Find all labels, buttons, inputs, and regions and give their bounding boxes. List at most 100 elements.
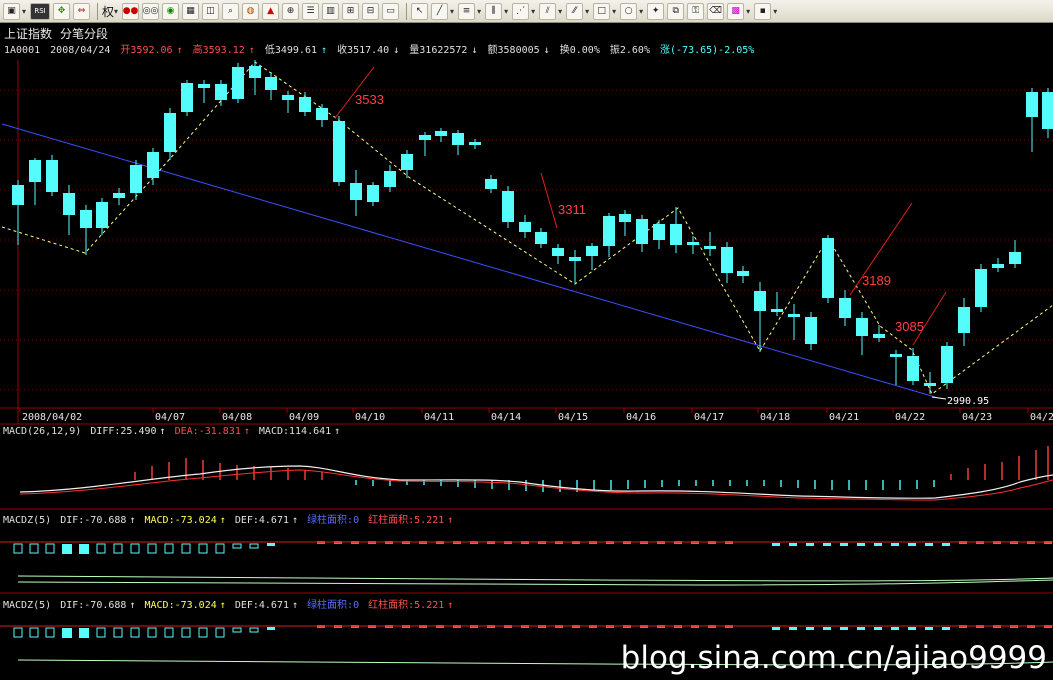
vertical-lines-icon[interactable]: ⫼ [485, 2, 503, 20]
lock-icon[interactable]: ⚿ [687, 2, 705, 20]
chevron-down-icon[interactable]: ▾ [450, 6, 455, 16]
window-plus-icon[interactable]: ⊞ [342, 2, 360, 20]
chevron-down-icon[interactable]: ▾ [114, 6, 119, 16]
up-arrow-icon: ↑ [321, 45, 328, 56]
chevron-down-icon[interactable]: ▾ [585, 6, 590, 16]
macdz-bar [772, 543, 780, 546]
chevron-down-icon[interactable]: ▾ [531, 6, 536, 16]
weight-icon[interactable]: ●● [122, 2, 140, 20]
candle-body [46, 160, 58, 192]
x-tick-label: 04/15 [558, 412, 588, 423]
x-tick-label: 04/23 [962, 412, 992, 423]
candle-body [419, 135, 431, 140]
search-doc-icon[interactable]: ⌕ [222, 2, 240, 20]
candlesticks [12, 60, 1053, 394]
macdz-bar [925, 627, 933, 630]
chevron-down-icon[interactable]: ▾ [504, 6, 509, 16]
chevron-down-icon[interactable]: ▾ [612, 6, 617, 16]
macdz1-line-2 [17, 579, 1053, 586]
down-arrow-icon: ↓ [393, 45, 400, 56]
parallel-icon[interactable]: ⁄⁄ [566, 2, 584, 20]
macd-diff-line [19, 465, 1053, 499]
x-tick-label: 04/22 [895, 412, 925, 423]
chevron-down-icon[interactable]: ▾ [746, 6, 751, 16]
up-arrow-icon: ↑ [447, 600, 454, 611]
macdz-bar [806, 543, 814, 546]
rsi-icon[interactable]: RSI [30, 2, 51, 20]
up-arrow-icon: ↑ [129, 515, 136, 526]
label-low: 2990.95 [947, 396, 989, 407]
candle-body [96, 202, 108, 228]
exchange-icon[interactable]: ⇔ [73, 2, 91, 20]
macdz-bar [249, 627, 259, 633]
box-icon[interactable]: ◫ [202, 2, 220, 20]
copy-icon[interactable]: ⧉ [667, 2, 685, 20]
candle-body [215, 84, 227, 100]
quote-line: 1A0001 2008/04/24 开3592.06 ↑ 高3593.12 ↑ 低3… [4, 41, 758, 56]
glasses-icon[interactable]: ◎◎ [142, 2, 160, 20]
palette-icon[interactable]: ▩ [727, 2, 745, 20]
candle-body [502, 191, 514, 222]
macdz-bar [79, 544, 89, 554]
x-tick-label: 04/09 [289, 412, 319, 423]
save-icon[interactable]: ▪ [754, 2, 772, 20]
macdz1-green-area: 绿柱面积:0 [307, 515, 360, 526]
annotation-lines [334, 66, 947, 346]
monitor-icon[interactable]: ▭ [382, 2, 400, 20]
quan-button[interactable]: 权 [102, 4, 115, 19]
macdz-bar [29, 627, 39, 638]
quote-turnover: 换0.00% [559, 45, 600, 56]
x-tick-label: 04/17 [694, 412, 724, 423]
folder-icon[interactable]: ▣ [3, 2, 20, 20]
macdz-bar [79, 628, 89, 638]
spreadsheet-icon[interactable]: ▦ [182, 2, 200, 20]
candle-body [113, 193, 125, 198]
x-tick-label: 04/07 [155, 412, 185, 423]
eraser-icon[interactable]: ⌫ [707, 2, 725, 20]
grid-icon[interactable]: ☰ [302, 2, 320, 20]
chevron-down-icon[interactable]: ▾ [477, 6, 482, 16]
double-circle-icon[interactable]: ◉ [162, 2, 180, 20]
macdz-bar [113, 627, 123, 638]
star-icon[interactable]: ✦ [647, 2, 665, 20]
candle-body [653, 224, 665, 240]
channel-icon[interactable]: ⫽ [539, 2, 557, 20]
up-arrow-icon: ↑ [248, 45, 255, 56]
circle-icon[interactable]: ○ [620, 2, 638, 20]
macd-value: MACD:114.641 [258, 426, 332, 437]
chevron-down-icon[interactable]: ▾ [22, 6, 27, 16]
candle-body [519, 222, 531, 232]
chart-mode: 分笔分段 [60, 27, 109, 41]
alert-icon[interactable]: ▲ [262, 2, 280, 20]
chevron-down-icon[interactable]: ▾ [639, 6, 644, 16]
quote-low: 低3499.61 [264, 45, 317, 56]
macdz1-line [17, 575, 1053, 582]
candle-body [586, 246, 598, 256]
macdz-bar [96, 543, 106, 554]
candle-body [856, 318, 868, 336]
macdz-bar [806, 627, 814, 630]
macdz-bar [942, 627, 950, 630]
candle-body [822, 238, 834, 298]
zoom-icon[interactable]: ⊕ [282, 2, 300, 20]
chevron-down-icon[interactable]: ▾ [773, 6, 778, 16]
macdz-bar [249, 543, 259, 549]
macdz-bar [181, 543, 191, 554]
cursor-icon[interactable]: ↖ [411, 2, 429, 20]
rectangle-icon[interactable]: □ [593, 2, 611, 20]
fan-icon[interactable]: ⋰ [512, 2, 530, 20]
move-icon[interactable]: ✥ [53, 2, 71, 20]
target-icon[interactable]: ◍ [242, 2, 260, 20]
window-icon[interactable]: ▥ [322, 2, 340, 20]
chevron-down-icon[interactable]: ▾ [558, 6, 563, 16]
lines-icon[interactable]: ≡ [458, 2, 476, 20]
window-minus-icon[interactable]: ⊟ [362, 2, 380, 20]
macdz-bar [823, 543, 831, 546]
macdz-bar [130, 543, 140, 554]
macdz-bar [823, 627, 831, 630]
macdz-bar [147, 543, 157, 554]
pen-icon[interactable]: ╱ [431, 2, 449, 20]
candle-body [265, 77, 277, 90]
candle-body [316, 108, 328, 120]
